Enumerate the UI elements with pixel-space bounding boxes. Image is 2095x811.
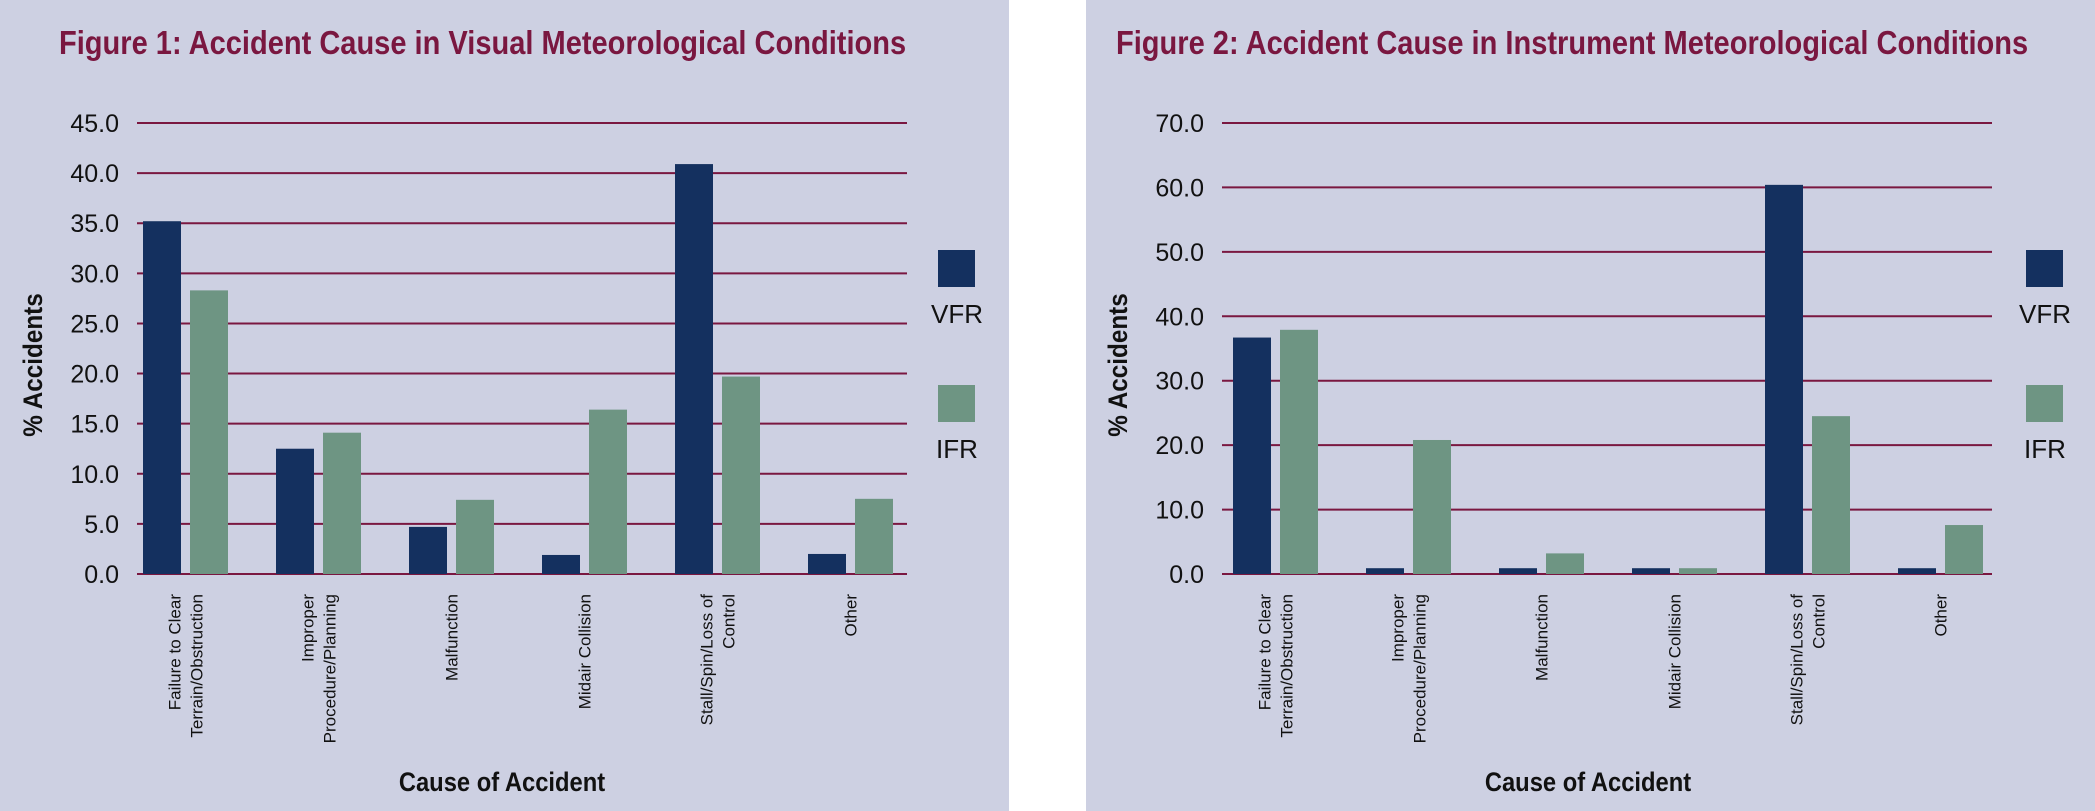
- x-tick-label-line: Improper: [1389, 594, 1408, 662]
- y-tick-label: 20.0: [1155, 432, 1204, 460]
- x-tick-label: Midair Collision: [1666, 594, 1685, 709]
- bar-ifr: [855, 498, 893, 574]
- x-tick-label: Other: [842, 594, 861, 637]
- x-tick-label-line: Malfunction: [1533, 594, 1552, 681]
- bar-ifr: [722, 376, 760, 574]
- bar-ifr: [1679, 568, 1717, 574]
- x-tick-label: Malfunction: [443, 594, 462, 681]
- y-tick-label: 30.0: [70, 260, 119, 288]
- legend-label-vfr: VFR: [2019, 299, 2071, 329]
- bar-ifr: [323, 432, 361, 574]
- x-tick-label: Improper Procedure/Planning: [299, 594, 340, 744]
- y-axis-title: % Accidents: [1104, 293, 1133, 437]
- bar-ifr: [1280, 329, 1318, 574]
- x-tick-label-line: Stall/Spin/Loss of: [698, 594, 717, 726]
- y-tick-label: 70.0: [1155, 110, 1204, 138]
- bar-vfr: [1366, 568, 1404, 574]
- bar-ifr: [456, 499, 494, 574]
- chart-panel-2: Figure 2: Accident Cause in Instrument M…: [1086, 0, 2095, 811]
- legend-swatch-vfr: [938, 250, 975, 287]
- x-tick-label-line: Control: [1810, 594, 1829, 649]
- chart-1: 0.0 5.0 10.0 15.0 20.0 25.0 30.0 35.0 40.0 45.0 Fa…: [19, 110, 983, 798]
- x-tick-label-line: Other: [842, 594, 861, 637]
- bar-ifr: [1945, 525, 1983, 574]
- legend-swatch-ifr: [2026, 385, 2063, 422]
- x-tick-label-line: Terrain/Obstruction: [1278, 594, 1297, 738]
- y-tick-label: 40.0: [70, 160, 119, 188]
- x-tick-label-line: Control: [720, 594, 739, 649]
- x-tick-label-line: Procedure/Planning: [321, 594, 340, 743]
- y-tick-label: 10.0: [70, 461, 119, 489]
- legend-label-vfr: VFR: [931, 299, 983, 329]
- x-tick-label-line: Malfunction: [443, 594, 462, 681]
- x-tick-label-line: Procedure/Planning: [1411, 594, 1430, 743]
- bar-vfr: [542, 554, 580, 574]
- y-tick-label: 45.0: [70, 110, 119, 138]
- x-tick-label: Midair Collision: [576, 594, 595, 709]
- chart-2: 0.0 10.0 20.0 30.0 40.0 50.0 60.0 70.0 Failure t…: [1104, 110, 2071, 798]
- y-tick-label: 60.0: [1155, 174, 1204, 202]
- bar-vfr: [143, 221, 181, 574]
- y-tick-label: 50.0: [1155, 239, 1204, 267]
- legend-label-ifr: IFR: [936, 434, 978, 464]
- y-tick-label: 20.0: [70, 361, 119, 389]
- legend-label-ifr: IFR: [2024, 434, 2066, 464]
- x-axis-title: Cause of Accident: [399, 768, 606, 798]
- y-tick-label: 0.0: [84, 561, 119, 589]
- x-tick-label-line: Midair Collision: [576, 594, 595, 709]
- x-tick-label-line: Terrain/Obstruction: [188, 594, 207, 738]
- x-tick-label-line: Other: [1932, 594, 1951, 637]
- x-tick-label: Failure to Clear Terrain/Obstruction: [166, 594, 207, 738]
- bar-ifr: [589, 409, 627, 574]
- x-tick-label: Stall/Spin/Loss of Control: [698, 594, 739, 726]
- x-tick-label-line: Improper: [299, 594, 318, 662]
- y-tick-label: 0.0: [1169, 561, 1204, 589]
- bar-vfr: [409, 526, 447, 574]
- bar-ifr: [1812, 416, 1850, 574]
- x-tick-label: Other: [1932, 594, 1951, 637]
- bar-vfr: [1898, 568, 1936, 574]
- x-tick-label-line: Failure to Clear: [166, 594, 185, 711]
- bar-vfr: [675, 164, 713, 574]
- bar-vfr: [1499, 568, 1537, 574]
- bar-ifr: [1546, 553, 1584, 574]
- x-tick-label-line: Stall/Spin/Loss of: [1788, 594, 1807, 726]
- y-axis-title: % Accidents: [19, 293, 48, 437]
- y-tick-label: 35.0: [70, 210, 119, 238]
- x-tick-label: Malfunction: [1533, 594, 1552, 681]
- bar-ifr: [1413, 439, 1451, 574]
- legend-swatch-ifr: [938, 385, 975, 422]
- y-tick-label: 30.0: [1155, 368, 1204, 396]
- bar-vfr: [1765, 184, 1803, 574]
- x-tick-label-line: Midair Collision: [1666, 594, 1685, 709]
- legend-swatch-vfr: [2026, 250, 2063, 287]
- bar-vfr: [808, 553, 846, 574]
- y-tick-label: 10.0: [1155, 497, 1204, 525]
- y-tick-label: 5.0: [84, 511, 119, 539]
- x-tick-label: Failure to Clear Terrain/Obstruction: [1256, 594, 1297, 738]
- y-tick-label: 15.0: [70, 411, 119, 439]
- x-tick-label: Stall/Spin/Loss of Control: [1788, 594, 1829, 726]
- y-tick-label: 25.0: [70, 310, 119, 338]
- bar-vfr: [276, 448, 314, 574]
- x-tick-label-line: Failure to Clear: [1256, 594, 1275, 711]
- chart-title-1: Figure 1: Accident Cause in Visual Meteo…: [59, 24, 907, 61]
- bar-vfr: [1632, 568, 1670, 574]
- y-tick-label: 40.0: [1155, 303, 1204, 331]
- chart-title-2: Figure 2: Accident Cause in Instrument M…: [1116, 24, 2029, 61]
- bar-vfr: [1233, 337, 1271, 574]
- x-tick-label: Improper Procedure/Planning: [1389, 594, 1430, 744]
- chart-panel-1: Figure 1: Accident Cause in Visual Meteo…: [0, 0, 1009, 811]
- bar-ifr: [190, 290, 228, 574]
- x-axis-title: Cause of Accident: [1485, 768, 1692, 798]
